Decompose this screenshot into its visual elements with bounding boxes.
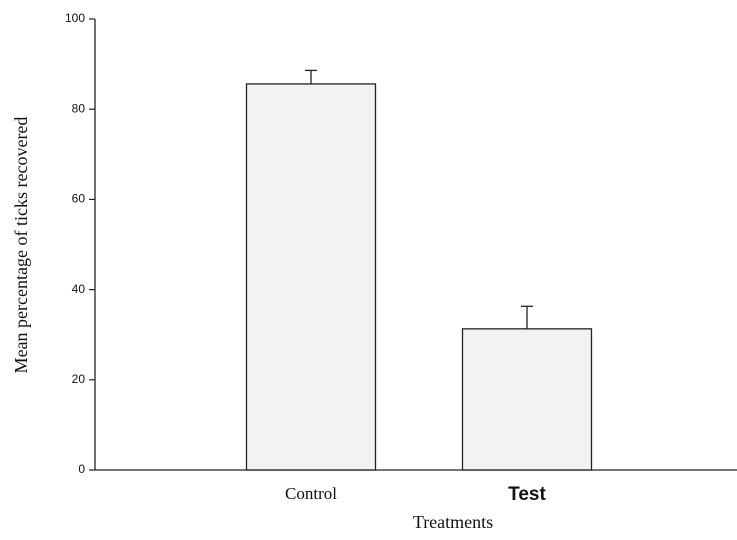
x-tick-label: Control <box>285 484 337 503</box>
y-tick-label: 80 <box>72 101 86 115</box>
y-tick-label: 60 <box>72 192 86 206</box>
y-tick-label: 20 <box>72 372 86 386</box>
y-tick-label: 0 <box>78 462 85 476</box>
y-tick-label: 40 <box>72 282 86 296</box>
y-axis-label: Mean percentage of ticks recovered <box>11 117 31 374</box>
x-tick-label: Test <box>508 484 546 505</box>
x-axis-label: Treatments <box>413 512 493 532</box>
y-tick-label: 100 <box>65 11 85 25</box>
bar <box>245 83 377 471</box>
bar <box>461 328 593 471</box>
